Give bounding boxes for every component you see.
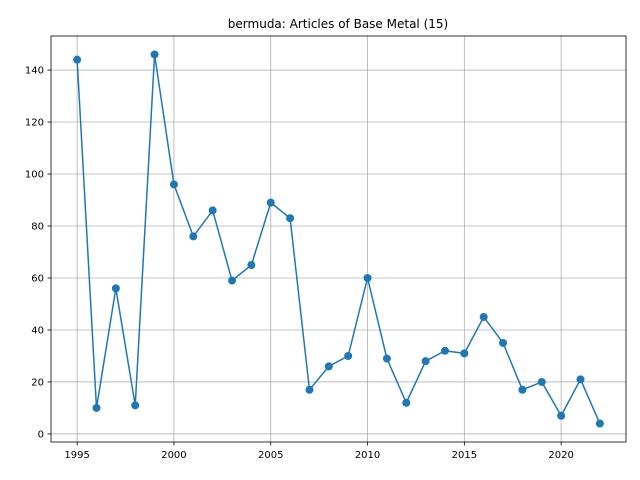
x-tick-label: 2005: [258, 450, 283, 461]
y-tick-label: 60: [31, 273, 44, 284]
data-point: [402, 398, 411, 407]
data-point: [169, 180, 178, 189]
y-tick-label: 100: [25, 170, 44, 181]
data-point: [460, 349, 469, 358]
data-point: [344, 351, 353, 360]
data-point: [324, 362, 333, 371]
data-point: [537, 377, 546, 386]
x-tick-label: 2015: [452, 450, 477, 461]
data-point: [208, 206, 217, 215]
data-point: [150, 50, 159, 59]
data-point: [92, 403, 101, 412]
x-tick-label: 1995: [64, 450, 89, 461]
data-point: [228, 276, 237, 285]
data-point: [305, 385, 314, 394]
data-point: [73, 55, 82, 64]
y-tick-label: 140: [25, 66, 44, 77]
data-point: [440, 346, 449, 355]
data-point: [557, 411, 566, 420]
data-point: [189, 232, 198, 241]
y-tick-label: 40: [31, 325, 44, 336]
x-tick-label: 2000: [161, 450, 186, 461]
data-point: [131, 401, 140, 410]
data-point: [363, 273, 372, 282]
axes: 1995 2000 2005 2010 2015 2020 0 20 40 60 80 100 120 1…: [25, 35, 627, 461]
series-line: [76, 53, 601, 424]
data-point: [247, 260, 256, 269]
data-point: [576, 375, 585, 384]
data-point: [286, 214, 295, 223]
plot-frame: [50, 35, 627, 443]
data-point: [266, 198, 275, 207]
x-tick-label: 2020: [548, 450, 573, 461]
y-tick-label: 0: [38, 429, 44, 440]
y-tick-label: 20: [31, 377, 44, 388]
x-tick-label: 2010: [355, 450, 380, 461]
series-layer: [73, 50, 604, 428]
data-point: [382, 354, 391, 363]
chart-title: bermuda: Articles of Base Metal (15): [228, 17, 448, 31]
y-tick-label: 80: [31, 222, 44, 233]
y-tick-label: 120: [25, 118, 44, 129]
data-point: [111, 284, 120, 293]
grid: [51, 36, 626, 442]
data-point: [421, 357, 430, 366]
data-point: [518, 385, 527, 394]
data-point: [479, 312, 488, 321]
data-point: [595, 419, 604, 428]
data-point: [499, 338, 508, 347]
